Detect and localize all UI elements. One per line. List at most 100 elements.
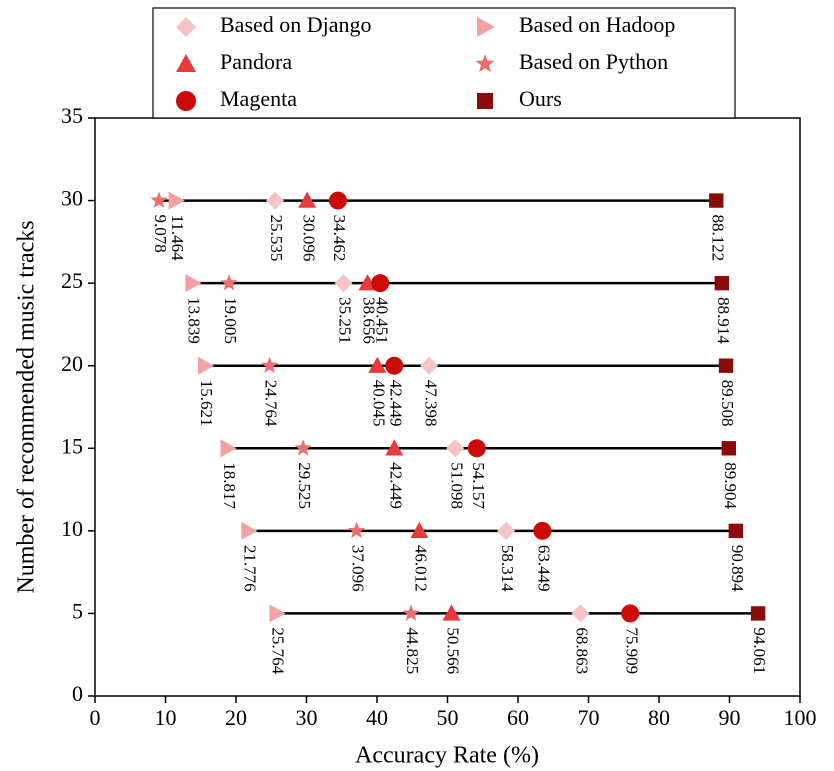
legend-marker [477, 93, 493, 109]
point [220, 274, 238, 291]
data-label: 46.012 [411, 545, 430, 592]
x-tick-label: 20 [225, 705, 247, 730]
point [266, 191, 285, 210]
data-label: 42.449 [386, 380, 405, 427]
x-tick-label: 60 [507, 705, 529, 730]
y-tick-label: 15 [61, 433, 83, 458]
point [621, 604, 640, 623]
x-tick-label: 40 [366, 705, 388, 730]
x-tick-label: 30 [296, 705, 318, 730]
data-label: 40.451 [372, 297, 391, 344]
legend-marker [477, 17, 495, 37]
point [385, 356, 404, 375]
data-label: 63.449 [534, 545, 553, 592]
point [385, 439, 404, 456]
y-tick-label: 25 [61, 268, 83, 293]
legend-box [152, 7, 736, 119]
point [185, 274, 202, 293]
point [446, 439, 465, 458]
data-label: 25.764 [269, 627, 288, 674]
data-label: 94.061 [750, 627, 769, 674]
x-tick-label: 90 [719, 705, 741, 730]
point [328, 191, 347, 210]
data-label: 89.904 [721, 462, 740, 509]
data-label: 50.566 [444, 627, 463, 674]
point [497, 521, 516, 540]
data-label: 51.098 [447, 462, 466, 509]
data-label: 42.449 [386, 462, 405, 509]
x-tick-label: 80 [648, 705, 670, 730]
data-label: 29.525 [295, 462, 314, 509]
point [269, 604, 286, 623]
y-tick-label: 5 [72, 598, 83, 623]
y-axis-label: Number of recommended music tracks [14, 220, 40, 593]
point [241, 521, 258, 540]
point [750, 606, 766, 621]
point [261, 356, 279, 373]
point [410, 521, 429, 539]
legend-marker [475, 54, 495, 73]
data-label: 58.314 [498, 545, 517, 592]
data-label: 90.894 [728, 545, 747, 592]
y-tick-label: 35 [61, 103, 83, 128]
point [420, 356, 439, 375]
x-tick-label: 100 [784, 705, 817, 730]
point [294, 439, 312, 456]
point [347, 521, 366, 539]
x-tick-label: 10 [155, 705, 177, 730]
x-tick-label: 0 [90, 705, 101, 730]
point [533, 521, 552, 540]
data-label: 89.508 [718, 380, 737, 427]
data-label: 15.621 [197, 380, 216, 427]
data-label: 68.863 [573, 627, 592, 674]
data-label: 11.464 [168, 215, 187, 262]
y-tick-label: 30 [61, 186, 83, 211]
legend-label: Based on Python [519, 49, 668, 74]
point [467, 439, 486, 458]
point [709, 193, 724, 208]
point [714, 275, 730, 291]
legend-marker [176, 54, 196, 72]
point [298, 191, 317, 208]
legend-label: Pandora [220, 49, 292, 74]
point [334, 274, 353, 293]
y-tick-label: 0 [72, 681, 83, 706]
point [718, 358, 734, 373]
point [721, 441, 737, 456]
point [571, 604, 590, 623]
point [368, 356, 387, 373]
data-label: 18.817 [220, 462, 239, 509]
legend-label: Based on Django [220, 12, 372, 37]
data-label: 37.096 [349, 545, 368, 592]
point [220, 439, 237, 458]
data-label: 40.045 [369, 380, 388, 427]
legend-marker [176, 91, 196, 111]
data-label: 21.776 [241, 545, 260, 592]
point [402, 604, 420, 621]
data-label: 88.914 [714, 297, 733, 344]
data-label: 30.096 [299, 215, 318, 262]
x-tick-label: 50 [437, 705, 459, 730]
legend-label: Magenta [220, 86, 297, 111]
data-label: 38.656 [360, 297, 379, 344]
legend-marker [176, 17, 196, 37]
y-tick-label: 10 [61, 516, 83, 541]
y-tick-label: 20 [61, 351, 83, 376]
point [371, 274, 390, 293]
data-label: 24.764 [262, 380, 281, 427]
data-label: 75.909 [622, 627, 641, 674]
data-label: 13.839 [185, 297, 204, 344]
x-axis-label: Accuracy Rate (%) [355, 743, 539, 769]
x-tick-label: 70 [578, 705, 600, 730]
legend-label: Based on Hadoop [519, 12, 675, 37]
data-label: 25.535 [267, 215, 286, 262]
data-label: 47.398 [421, 380, 440, 427]
data-label: 44.825 [403, 627, 422, 674]
point [150, 191, 168, 208]
data-label: 9.078 [151, 215, 170, 253]
point [728, 523, 744, 539]
data-label: 88.122 [708, 215, 727, 262]
point [168, 191, 185, 210]
data-label: 19.005 [221, 297, 240, 344]
